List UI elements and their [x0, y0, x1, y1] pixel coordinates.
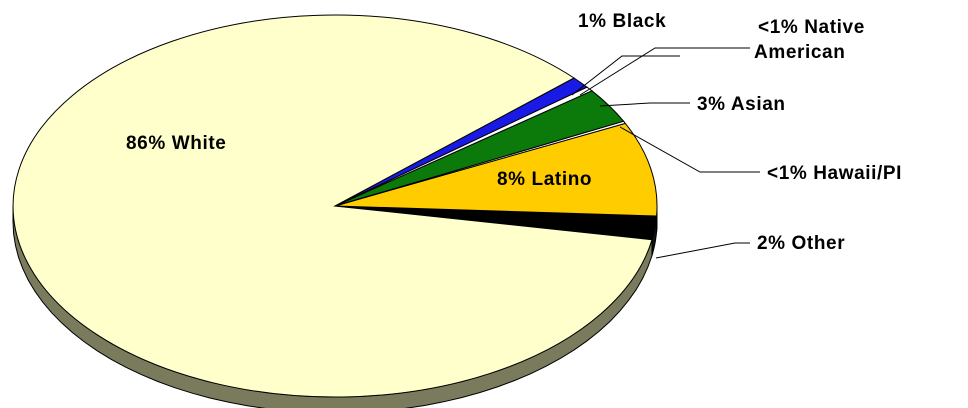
- leader-line-hawaii: [619, 126, 760, 173]
- label-asian: 3% Asian: [697, 94, 786, 115]
- leader-lines: [571, 47, 760, 259]
- label-white: 86% White: [126, 133, 226, 154]
- slice-white: [12, 14, 653, 398]
- data-labels: 1% Black <1% Native American 3% Asian <1…: [126, 11, 902, 254]
- label-black: 1% Black: [578, 11, 666, 32]
- label-native: <1% Native American: [754, 17, 871, 63]
- slice-latino: [334, 122, 658, 217]
- label-hawaii: <1% Hawaii/PI: [767, 163, 902, 184]
- leader-line-other: [655, 242, 750, 259]
- label-other: 2% Other: [757, 233, 845, 254]
- leader-line-asian: [599, 102, 690, 107]
- leader-line-black: [571, 55, 680, 96]
- label-latino: 8% Latino: [497, 169, 592, 190]
- pie-top-face: [12, 14, 658, 398]
- leader-line-native: [579, 47, 750, 96]
